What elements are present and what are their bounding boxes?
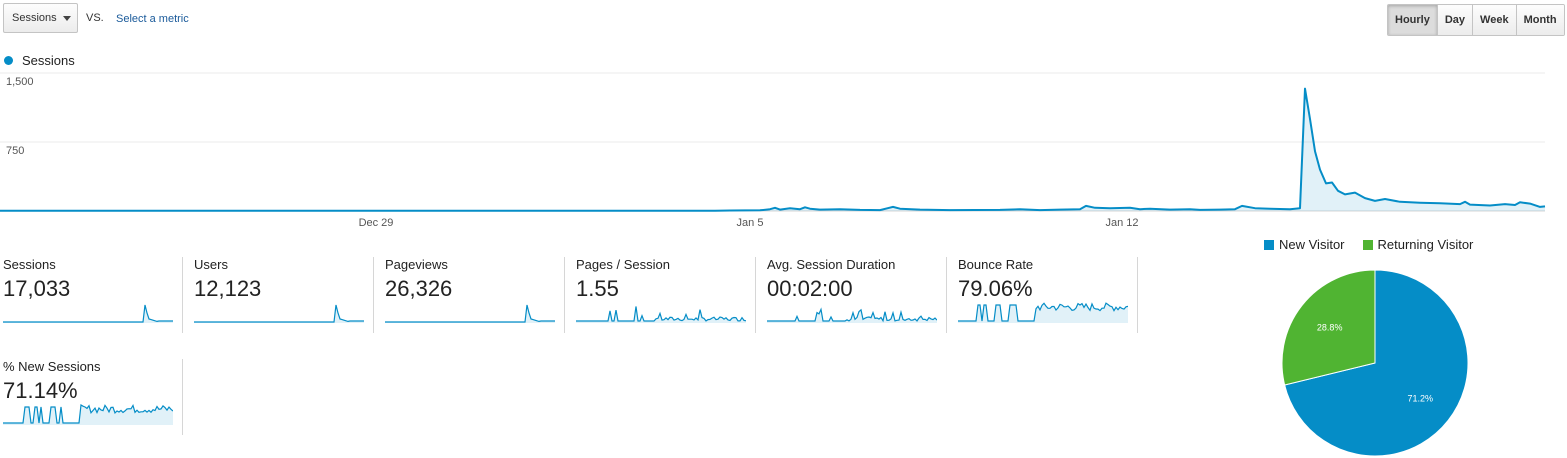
scorecard-new-sessions[interactable]: % New Sessions 71.14% bbox=[0, 359, 183, 435]
x-tick-label: Dec 29 bbox=[359, 217, 394, 229]
sparkline bbox=[3, 304, 173, 323]
vs-label: VS. bbox=[86, 12, 104, 24]
week-button[interactable]: Week bbox=[1472, 5, 1516, 35]
sparkline-line bbox=[194, 304, 364, 323]
scorecard-label: Pages / Session bbox=[576, 257, 670, 272]
x-tick-label: Jan 12 bbox=[1105, 217, 1138, 229]
granularity-toggle: Hourly Day Week Month bbox=[1387, 4, 1565, 36]
y-tick-label: 750 bbox=[6, 145, 24, 157]
sessions-line-chart: 1,500 750 Dec 29 Jan 5 Jan 12 bbox=[0, 72, 1546, 229]
sparkline-area bbox=[958, 303, 1128, 323]
scorecard-pages-per-session[interactable]: Pages / Session 1.55 bbox=[573, 257, 756, 333]
legend-label: Returning Visitor bbox=[1377, 237, 1474, 252]
month-button[interactable]: Month bbox=[1515, 5, 1564, 35]
metric-select[interactable]: Sessions bbox=[3, 3, 78, 33]
sparkline-area bbox=[576, 306, 746, 323]
scorecard-pageviews[interactable]: Pageviews 26,326 bbox=[382, 257, 565, 333]
scorecard-value: 71.14% bbox=[3, 378, 78, 403]
scorecard-label: Sessions bbox=[3, 257, 56, 272]
scorecard-value: 26,326 bbox=[385, 276, 453, 301]
visitor-type-pie-chart: 71.2% 28.8% bbox=[1281, 269, 1469, 457]
day-button[interactable]: Day bbox=[1436, 5, 1473, 35]
scorecard-label: % New Sessions bbox=[3, 359, 101, 374]
y-tick-label: 1,500 bbox=[6, 76, 34, 88]
chart-legend: Sessions bbox=[4, 53, 75, 68]
hourly-button[interactable]: Hourly bbox=[1388, 5, 1437, 35]
pie-label-new: 71.2% bbox=[1408, 394, 1434, 404]
legend-item-new-visitor[interactable]: New Visitor bbox=[1264, 237, 1345, 252]
series-dot-icon bbox=[4, 56, 13, 65]
sparkline-line bbox=[767, 307, 937, 323]
sparkline-line bbox=[3, 304, 173, 323]
sparkline-line bbox=[958, 302, 1128, 322]
scorecard-users[interactable]: Users 12,123 bbox=[191, 257, 374, 333]
select-metric-link[interactable]: Select a metric bbox=[116, 13, 189, 25]
legend-label: New Visitor bbox=[1279, 237, 1345, 252]
legend-swatch bbox=[1264, 239, 1274, 250]
scorecard-value: 79.06% bbox=[958, 276, 1033, 301]
scorecard-label: Avg. Session Duration bbox=[767, 257, 896, 272]
scorecard-bounce-rate[interactable]: Bounce Rate 79.06% bbox=[955, 257, 1138, 333]
scorecard-sessions[interactable]: Sessions 17,033 bbox=[0, 257, 183, 333]
sessions-line bbox=[0, 87, 1546, 212]
pie-slice-returning-visitor[interactable] bbox=[1281, 269, 1376, 386]
scorecard-label: Users bbox=[194, 257, 228, 272]
scorecard-label: Bounce Rate bbox=[958, 257, 1034, 272]
x-tick-label: Jan 5 bbox=[737, 217, 764, 229]
sparkline bbox=[958, 302, 1128, 323]
sparkline bbox=[385, 304, 555, 323]
chevron-down-icon bbox=[63, 16, 71, 21]
sparkline-line bbox=[576, 306, 746, 322]
sparkline bbox=[767, 307, 937, 323]
sparkline-line bbox=[385, 304, 555, 323]
scorecard-value: 00:02:00 bbox=[767, 276, 853, 301]
sparkline bbox=[576, 306, 746, 323]
pie-legend: New Visitor Returning Visitor bbox=[1264, 237, 1473, 252]
scorecard-value: 12,123 bbox=[194, 276, 262, 301]
scorecard-value: 1.55 bbox=[576, 276, 619, 301]
legend-item-returning-visitor[interactable]: Returning Visitor bbox=[1362, 237, 1474, 252]
metric-select-value: Sessions bbox=[12, 12, 57, 24]
sparkline-area bbox=[3, 405, 173, 425]
sparkline-line bbox=[3, 404, 173, 424]
pie-label-returning: 28.8% bbox=[1317, 322, 1343, 332]
sparkline bbox=[194, 304, 364, 323]
scorecard-value: 17,033 bbox=[3, 276, 71, 301]
sessions-area bbox=[0, 88, 1545, 211]
scorecard-label: Pageviews bbox=[385, 257, 448, 272]
sparkline bbox=[3, 404, 173, 425]
scorecard-avg-session-duration[interactable]: Avg. Session Duration 00:02:00 bbox=[764, 257, 947, 333]
chart-legend-label: Sessions bbox=[22, 53, 75, 68]
legend-swatch bbox=[1362, 239, 1373, 250]
pie-slice-new-visitor[interactable] bbox=[1284, 269, 1469, 457]
